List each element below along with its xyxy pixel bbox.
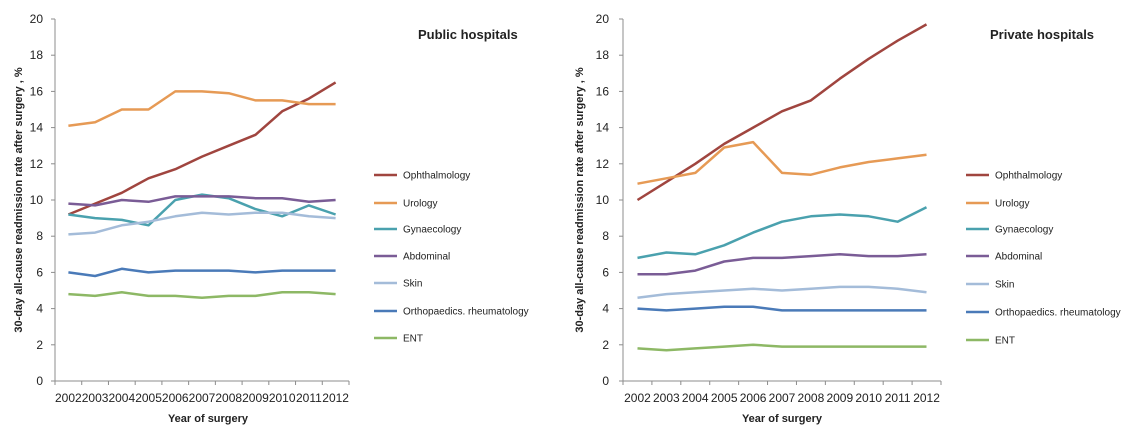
y-tick-label: 8 <box>36 229 43 243</box>
y-tick-label: 8 <box>602 229 609 243</box>
series-line-ent <box>637 343 927 352</box>
x-tick-label: 2005 <box>711 391 738 405</box>
x-tick-label: 2009 <box>826 391 853 405</box>
legend-label: Ophthalmology <box>995 171 1062 182</box>
series-line-ophthalmology <box>67 81 337 216</box>
series-line-orthopaedics-rheumatology <box>637 305 927 312</box>
legend-label: Gynaecology <box>403 225 461 236</box>
x-tick-label: 2010 <box>269 391 296 405</box>
x-tick-label: 2002 <box>55 391 82 405</box>
series-line-skin <box>68 211 336 236</box>
legend-label: Abdominal <box>995 252 1042 263</box>
y-tick-label: 14 <box>596 121 610 135</box>
x-tick-label: 2006 <box>740 391 767 405</box>
y-tick-label: 16 <box>596 84 610 98</box>
x-tick-label: 2003 <box>653 391 680 405</box>
x-tick-label: 2003 <box>82 391 109 405</box>
legend-label: Ophthalmology <box>403 171 470 182</box>
x-tick-label: 2004 <box>682 391 709 405</box>
legend-label: Skin <box>403 279 422 290</box>
series-line-urology <box>68 90 336 128</box>
y-tick-label: 14 <box>30 121 44 135</box>
x-tick-label: 2008 <box>798 391 825 405</box>
y-tick-label: 16 <box>30 84 44 98</box>
legend-label: Gynaecology <box>995 225 1053 236</box>
x-tick-label: 2012 <box>913 391 940 405</box>
y-tick-label: 12 <box>30 157 44 171</box>
legend-label: Urology <box>995 199 1029 210</box>
y-tick-label: 20 <box>30 12 44 26</box>
y-tick-label: 0 <box>36 374 43 388</box>
x-axis-title: Year of surgery <box>742 413 823 425</box>
y-tick-label: 4 <box>602 302 609 316</box>
y-tick-label: 2 <box>602 338 609 352</box>
y-tick-label: 6 <box>36 265 43 279</box>
legend-label: Skin <box>995 280 1014 291</box>
x-axis-title: Year of surgery <box>168 413 249 425</box>
legend-label: ENT <box>403 334 423 345</box>
x-tick-label: 2009 <box>242 391 269 405</box>
y-axis-title: 30-day all-cause readmission rate after … <box>574 67 586 333</box>
legend-label: Abdominal <box>403 252 450 263</box>
series-line-urology <box>637 140 927 185</box>
chart-title: Public hospitals <box>418 27 518 42</box>
y-tick-label: 0 <box>602 374 609 388</box>
x-tick-label: 2007 <box>769 391 796 405</box>
series-line-orthopaedics-rheumatology <box>68 267 336 278</box>
series-line-skin <box>637 285 927 299</box>
series-line-ophthalmology <box>636 23 928 202</box>
y-tick-label: 18 <box>30 48 44 62</box>
y-tick-label: 2 <box>36 338 43 352</box>
y-tick-label: 6 <box>602 265 609 279</box>
x-tick-label: 2002 <box>624 391 651 405</box>
series-line-ent <box>68 291 336 299</box>
y-tick-label: 12 <box>596 157 610 171</box>
y-tick-label: 4 <box>36 302 43 316</box>
series-line-abdominal <box>637 253 927 276</box>
y-tick-label: 10 <box>596 193 610 207</box>
legend-label: Orthopaedics. rheumatology <box>403 307 529 318</box>
legend-label: ENT <box>995 336 1015 347</box>
x-tick-label: 2004 <box>108 391 135 405</box>
y-tick-label: 20 <box>596 12 610 26</box>
x-tick-label: 2012 <box>322 391 349 405</box>
series-line-gynaecology <box>637 206 928 260</box>
legend-label: Urology <box>403 199 437 210</box>
x-tick-label: 2006 <box>162 391 189 405</box>
x-tick-label: 2007 <box>189 391 216 405</box>
y-tick-label: 10 <box>30 193 44 207</box>
x-tick-label: 2011 <box>296 391 322 405</box>
x-tick-label: 2008 <box>215 391 242 405</box>
y-tick-label: 18 <box>596 48 610 62</box>
x-tick-label: 2011 <box>885 391 911 405</box>
legend-label: Orthopaedics. rheumatology <box>995 308 1121 319</box>
chart-title: Private hospitals <box>990 27 1094 42</box>
series-line-abdominal <box>68 195 336 207</box>
y-axis-title: 30-day all-cause readmission rate after … <box>13 67 25 333</box>
x-tick-label: 2010 <box>855 391 882 405</box>
x-tick-label: 2005 <box>135 391 162 405</box>
